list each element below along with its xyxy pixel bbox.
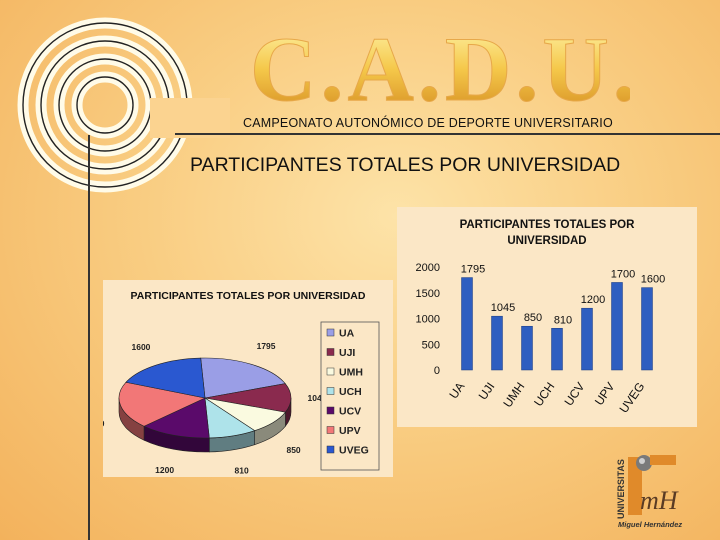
bar-upv [611, 282, 623, 371]
pie-legend-label-uveg: UVEG [339, 445, 369, 457]
bar-data-label-ucv: 1200 [581, 294, 605, 306]
page-subtitle: CAMPEONATO AUTONÓMICO DE DEPORTE UNIVERS… [243, 116, 613, 130]
bar-y-tick-500: 500 [422, 339, 440, 351]
bar-uveg [641, 287, 653, 371]
bar-x-tick-upv: UPV [592, 380, 618, 408]
bar-x-tick-ucv: UCV [561, 380, 587, 409]
cadu-rings-logo [17, 17, 230, 193]
pie-chart-panel: PARTICIPANTES TOTALES POR UNIVERSIDAD 17… [103, 280, 393, 477]
pie-data-label-umh: 850 [286, 445, 300, 455]
pie-slice-ucv [143, 397, 210, 439]
bar-x-tick-uveg: UVEG [616, 380, 647, 416]
pie-data-label-ua: 1795 [257, 341, 276, 351]
bar-chart-title: PARTICIPANTES TOTALES POR UNIVERSIDAD [459, 219, 635, 247]
bar-umh [521, 325, 533, 371]
bar-chart-panel: PARTICIPANTES TOTALES POR UNIVERSIDAD 0 5… [397, 207, 697, 427]
pie-chart: 1795 1045 850 810 1200 1700 1600 UA UJI UMH UCH UCV… [103, 321, 380, 476]
pie-data-label-uveg: 1600 [132, 342, 151, 352]
pie-legend-label-uch: UCH [339, 386, 362, 398]
pie-legend-swatch-uch [326, 387, 335, 395]
pie-legend-label-ucv: UCV [339, 406, 361, 418]
pie-legend-swatch-ucv [326, 406, 335, 415]
bar-y-tick-1500: 1500 [416, 288, 440, 300]
brand-title: C.A.D.U. [250, 18, 630, 118]
pie-legend-label-upv: UPV [339, 425, 361, 437]
pie-slice-uveg [125, 357, 206, 399]
bar-data-label-uch: 810 [554, 314, 572, 326]
bar-x-tick-umh: UMH [500, 380, 527, 410]
pie-legend-swatch-upv [326, 426, 335, 434]
bar-x-tick-uji: UJI [476, 380, 498, 403]
pie-slice-ua [200, 357, 286, 399]
header-divider [175, 133, 720, 135]
pie-legend-swatch-ua [326, 328, 335, 337]
bar-data-label-ua: 1795 [461, 264, 485, 276]
bar-x-tick-uch: UCH [531, 380, 557, 409]
pie-data-labels: 1795 1045 850 810 1200 1700 1600 [103, 341, 327, 476]
pie-legend-label-uji: UJI [339, 347, 355, 359]
bar-y-tick-0: 0 [434, 365, 440, 377]
pie-chart-title: PARTICIPANTES TOTALES POR UNIVERSIDAD [130, 290, 366, 302]
pie-legend-swatch-uji [326, 348, 335, 356]
pie-data-label-uji: 1045 [308, 393, 327, 403]
logo-monogram: mH [640, 486, 679, 515]
vertical-divider [88, 135, 90, 540]
bar-y-tick-1000: 1000 [416, 314, 440, 326]
pie-data-label-uch: 810 [234, 466, 248, 476]
bar-chart: 0 500 1000 1500 2000 1795 UA 1045 UJI 850 UMH 810 UC… [416, 262, 666, 416]
pie-slice-uji [204, 383, 292, 413]
pie-legend-label-umh: UMH [339, 367, 363, 379]
pie-slice-upv [118, 381, 206, 427]
pie-tops [118, 357, 292, 439]
bar-data-label-uveg: 1600 [641, 274, 665, 286]
pie-sides [118, 397, 292, 453]
logo-vertical-text: UNIVERSITAS [616, 459, 626, 519]
logo-caption: Miguel Hernández [618, 520, 682, 529]
bar-data-label-uji: 1045 [491, 302, 515, 314]
bar-x-tick-ua: UA [446, 380, 467, 402]
pie-legend-label-ua: UA [339, 328, 355, 340]
bar-uji [491, 315, 503, 371]
bar-data-label-umh: 850 [524, 312, 542, 324]
pie-legend: UA UJI UMH UCH UCV UPV UVEG [320, 321, 380, 471]
umh-university-logo: UNIVERSITAS mH Miguel Hernández [616, 455, 682, 529]
bar-ucv [581, 307, 593, 371]
brand-text: C.A.D.U. [250, 18, 630, 118]
bar-uch [551, 328, 563, 371]
bar-data-label-upv: 1700 [611, 268, 635, 280]
pie-legend-swatch-umh [326, 367, 335, 376]
pie-legend-swatch-uveg [326, 445, 335, 454]
pie-data-label-upv: 1700 [103, 419, 105, 429]
pie-data-label-ucv: 1200 [155, 465, 174, 475]
page-title: PARTICIPANTES TOTALES POR UNIVERSIDAD [190, 154, 621, 176]
bar-ua [461, 277, 473, 371]
bar-y-tick-2000: 2000 [416, 262, 440, 274]
